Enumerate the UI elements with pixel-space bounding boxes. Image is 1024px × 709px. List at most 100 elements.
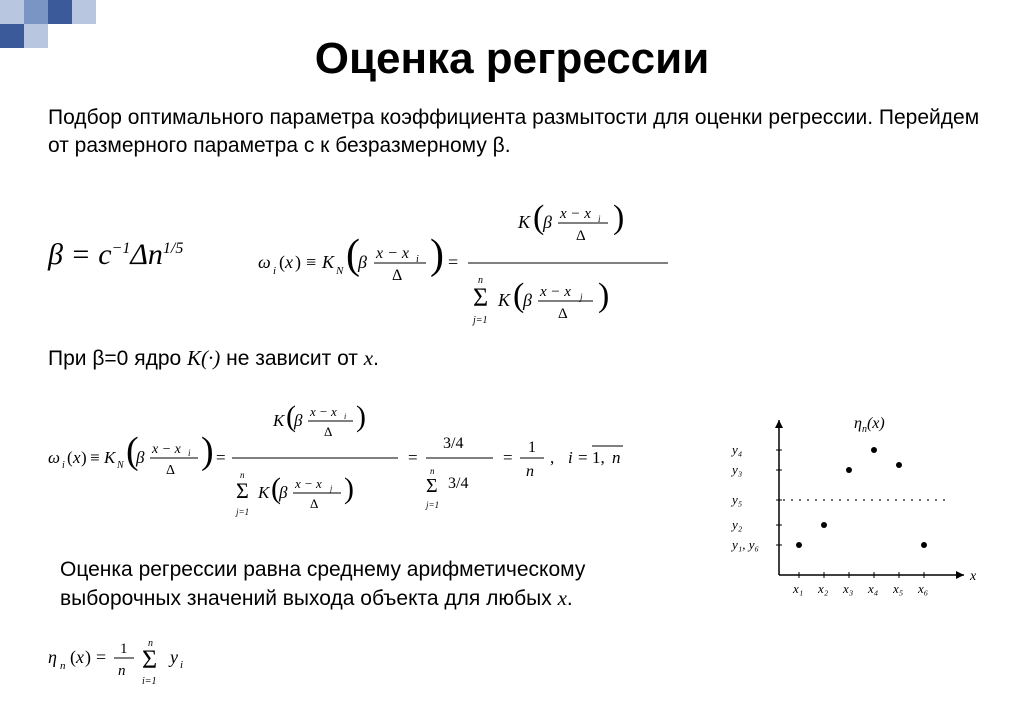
svg-text:K: K (103, 448, 117, 467)
svg-text:n: n (60, 660, 66, 672)
svg-text:=: = (448, 252, 458, 272)
svg-text:y₅: y₅ (730, 492, 742, 507)
svg-text:i: i (344, 412, 346, 421)
svg-text:ω: ω (258, 252, 271, 272)
svg-text:): ) (598, 277, 609, 314)
svg-text:β: β (135, 448, 145, 467)
l2c: не зависит от (220, 347, 364, 370)
formula-row-1: β = c−1Δn1/5 ω i (x) ≡ K N ( β x − x i Δ… (48, 188, 976, 338)
beta-formula: β = c−1Δn1/5 (48, 238, 183, 272)
svg-text:x₅: x₅ (892, 581, 903, 596)
svg-text:j: j (329, 484, 333, 493)
svg-text:i: i (62, 460, 65, 471)
l2d: x (364, 346, 373, 370)
svg-text:n: n (612, 448, 621, 467)
svg-text:β: β (522, 290, 532, 310)
svg-text:n: n (478, 275, 483, 286)
svg-text:Σ: Σ (473, 283, 488, 312)
svg-text:): ) (85, 647, 91, 668)
slide-title: Оценка регрессии (0, 34, 1024, 84)
svg-text:x: x (969, 569, 977, 584)
svg-text:): ) (356, 400, 366, 433)
svg-text:Δ: Δ (392, 267, 402, 284)
svg-text:x₁: x₁ (792, 581, 803, 596)
svg-text:β: β (278, 483, 288, 502)
svg-text:K: K (272, 411, 286, 430)
svg-text:): ) (81, 448, 87, 467)
scatter-chart: ηn(x)xx₁x₂x₃x₄x₅x₆y₄y₃y₅y₂y₁, y₆ (724, 400, 1004, 630)
svg-text:i: i (568, 448, 573, 467)
svg-text:K: K (257, 483, 271, 502)
svg-text:i: i (273, 265, 276, 277)
omega-formula-2: ω i (x) ≡ K N ( β x − x i Δ ) = K ( β x … (48, 388, 688, 538)
svg-text:): ) (430, 232, 444, 278)
svg-text:=: = (503, 448, 513, 467)
svg-text:x − x: x − x (309, 404, 337, 419)
l2b: K(·) (187, 346, 220, 370)
svg-text:n: n (118, 663, 126, 679)
svg-text:β: β (542, 212, 552, 232)
svg-text:x: x (284, 252, 293, 272)
svg-text:x₆: x₆ (917, 581, 928, 596)
svg-text:≡: ≡ (306, 252, 316, 272)
svg-text:1: 1 (528, 439, 536, 456)
svg-text:β: β (357, 252, 367, 272)
eta-formula: η n (x) = 1 n Σ i=1 n y i (48, 628, 248, 688)
svg-text:y₁, y₆: y₁, y₆ (730, 537, 759, 552)
svg-text:y₂: y₂ (730, 517, 743, 532)
svg-text:x₂: x₂ (817, 581, 829, 596)
svg-text:x: x (72, 448, 81, 467)
svg-text:i: i (416, 254, 419, 265)
l3: Оценка регрессии равна среднему арифмети… (60, 558, 585, 610)
svg-text:≡: ≡ (90, 448, 100, 467)
svg-text:n: n (526, 463, 534, 480)
svg-text:1,: 1, (592, 448, 605, 467)
svg-text:x − x: x − x (294, 476, 322, 491)
svg-text:x: x (75, 647, 84, 667)
svg-text:Δ: Δ (558, 306, 568, 322)
svg-text:N: N (335, 265, 344, 277)
svg-text:y: y (168, 647, 178, 667)
svg-text:i: i (180, 659, 183, 671)
l2e: . (373, 347, 379, 370)
svg-text:): ) (613, 199, 624, 236)
l3x: x (558, 586, 567, 610)
svg-text:x − x: x − x (375, 245, 409, 262)
svg-text:x₃: x₃ (842, 581, 853, 596)
svg-text:x − x: x − x (151, 442, 182, 457)
svg-text:j=1: j=1 (235, 507, 249, 517)
svg-text:n: n (148, 638, 153, 649)
svg-text:x − x: x − x (539, 284, 571, 300)
svg-text:K: K (497, 290, 511, 310)
svg-text:): ) (201, 430, 214, 472)
svg-text:j=1: j=1 (425, 500, 439, 510)
l3d: . (567, 587, 573, 610)
svg-text:j: j (579, 292, 583, 302)
svg-text:Σ: Σ (236, 478, 249, 503)
intro-text: Подбор оптимального параметра коэффициен… (48, 104, 984, 161)
l2a: При β=0 ядро (48, 347, 187, 370)
svg-text:,: , (550, 448, 554, 467)
svg-text:K: K (321, 252, 335, 272)
svg-text:x − x: x − x (559, 206, 591, 222)
svg-text:ηn(x): ηn(x) (854, 415, 885, 435)
svg-text:Δ: Δ (166, 463, 175, 478)
svg-text:Δ: Δ (310, 496, 318, 511)
svg-text:3/4: 3/4 (448, 475, 468, 492)
svg-text:=: = (408, 448, 418, 467)
svg-text:n: n (240, 470, 245, 480)
svg-text:n: n (430, 466, 435, 476)
svg-text:ω: ω (48, 448, 60, 467)
conclusion-text: Оценка регрессии равна среднему арифмети… (60, 556, 664, 614)
svg-text:): ) (295, 252, 301, 273)
svg-text:=: = (216, 448, 226, 467)
svg-text:1: 1 (120, 641, 128, 657)
svg-text:η: η (48, 647, 57, 667)
svg-text:β: β (293, 411, 303, 430)
svg-text:3/4: 3/4 (443, 435, 463, 452)
svg-text:N: N (116, 460, 125, 471)
svg-text:i=1: i=1 (142, 676, 157, 687)
svg-text:y₃: y₃ (730, 462, 742, 477)
svg-text:Δ: Δ (576, 228, 586, 244)
beta-zero-line: При β=0 ядро K(·) не зависит от x. (48, 346, 379, 371)
